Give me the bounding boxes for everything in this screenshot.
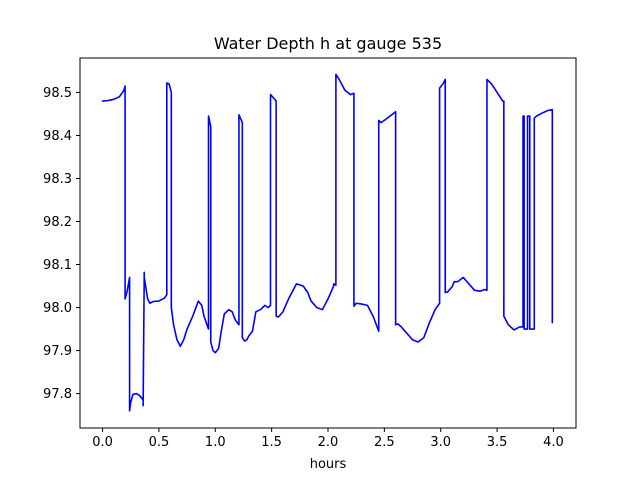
y-tick-label: 98.0 xyxy=(43,301,72,316)
plot-area xyxy=(101,73,554,412)
y-tick-label: 98.4 xyxy=(43,129,72,144)
plot-frame xyxy=(79,57,577,429)
x-tick-label: 2.0 xyxy=(318,435,339,450)
x-tick-label: 2.5 xyxy=(374,435,395,450)
y-tick-label: 97.9 xyxy=(43,344,72,359)
x-axis-label: hours xyxy=(310,457,347,472)
x-tick-label: 0.0 xyxy=(92,435,113,450)
x-axis: 0.0 0.5 1.0 1.5 2.0 2.5 3.0 3.5 4.0 xyxy=(92,428,564,450)
y-tick-label: 97.8 xyxy=(43,387,72,402)
x-tick-label: 1.5 xyxy=(261,435,282,450)
x-tick-label: 3.5 xyxy=(487,435,508,450)
y-tick-label: 98.3 xyxy=(43,172,72,187)
y-tick-label: 98.5 xyxy=(43,86,72,101)
x-tick-label: 3.0 xyxy=(430,435,451,450)
chart-title: Water Depth h at gauge 535 xyxy=(214,34,442,53)
series-line-0 xyxy=(101,73,554,412)
x-tick-label: 0.5 xyxy=(149,435,170,450)
y-tick-label: 98.1 xyxy=(43,258,72,273)
y-tick-label: 98.2 xyxy=(43,215,72,230)
y-axis: 97.8 97.9 98.0 98.1 98.2 98.3 98.4 98.5 xyxy=(43,86,80,402)
x-tick-label: 4.0 xyxy=(543,435,564,450)
x-tick-label: 1.0 xyxy=(205,435,226,450)
